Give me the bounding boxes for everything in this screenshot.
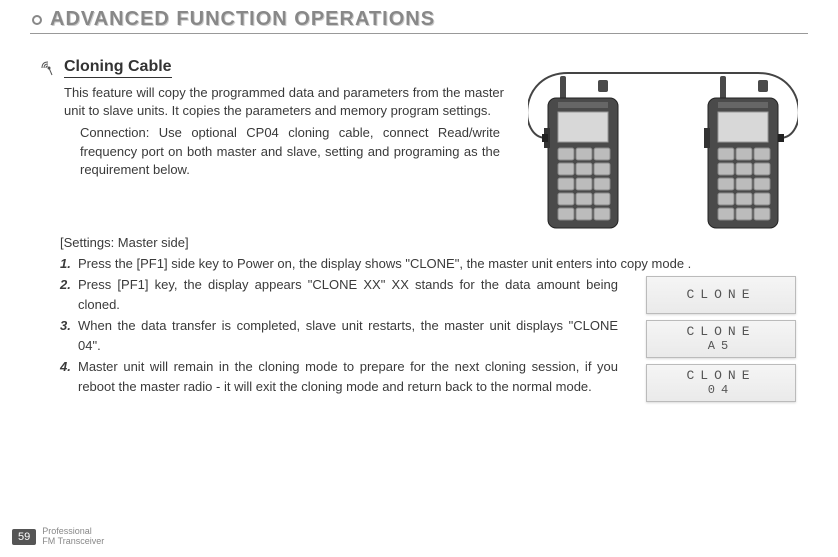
radio-diagram	[528, 68, 798, 248]
step-num: 1.	[60, 254, 71, 274]
step-num: 3.	[60, 316, 71, 336]
footer-line2: FM Transceiver	[42, 537, 104, 547]
page-title: ADVANCED FUNCTION OPERATIONS	[30, 8, 808, 31]
step-num: 2.	[60, 275, 71, 295]
intro-text: This feature will copy the programmed da…	[64, 84, 504, 120]
footer: 59 Professional FM Transceiver	[12, 527, 104, 547]
step-text: When the data transfer is completed, sla…	[78, 318, 618, 353]
step-text: Press [PF1] key, the display appears "CL…	[78, 277, 618, 312]
signal-icon	[40, 59, 58, 77]
step-text: Master unit will remain in the cloning m…	[78, 359, 618, 394]
lcd-clone-a5: CLONE A5	[646, 320, 796, 358]
step-1: 1. Press the [PF1] side key to Power on,…	[60, 254, 788, 274]
step-num: 4.	[60, 357, 71, 377]
connection-text: Connection: Use optional CP04 cloning ca…	[80, 124, 500, 179]
step-text: Press the [PF1] side key to Power on, th…	[78, 256, 691, 271]
header-bar: ADVANCED FUNCTION OPERATIONS	[30, 8, 808, 34]
page-number: 59	[12, 529, 36, 545]
lcd-line2: 04	[708, 384, 734, 397]
section-title: Cloning Cable	[64, 58, 172, 78]
lcd-line1: CLONE	[686, 325, 755, 339]
lcd-line1: CLONE	[686, 369, 755, 383]
lcd-clone-04: CLONE 04	[646, 364, 796, 402]
lcd-line1: CLONE	[686, 288, 755, 302]
lcd-column: CLONE CLONE A5 CLONE 04	[646, 276, 796, 402]
lcd-clone: CLONE	[646, 276, 796, 314]
footer-text: Professional FM Transceiver	[42, 527, 104, 547]
lcd-line2: A5	[708, 340, 734, 353]
